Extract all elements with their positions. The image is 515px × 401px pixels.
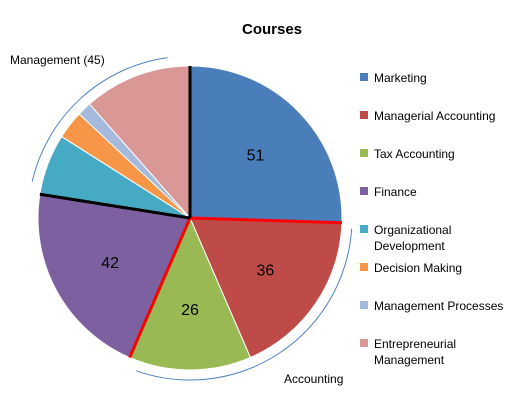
management-divider-start: [39, 192, 191, 220]
pie-slice-managerial-accounting: [189, 217, 343, 359]
pie-slice-finance: [37, 193, 191, 359]
management-annotation: Management (45): [10, 53, 105, 67]
legend-label-organizational-development-line-2: Development: [374, 239, 445, 253]
legend-swatch-entrepreneurial-management: [360, 339, 368, 347]
legend-label-entrepreneurial-management-line-2: Management: [374, 353, 445, 367]
data-label-finance: 42: [101, 255, 119, 272]
group-annotations: Management (45) Accounting: [10, 53, 353, 386]
legend-label-managerial-accounting: Managerial Accounting: [374, 109, 495, 123]
accounting-bracket: [136, 228, 353, 381]
legend-label-organizational-development-line-1: Organizational: [374, 223, 451, 237]
legend-label-marketing: Marketing: [374, 71, 427, 85]
legend-label-tax-accounting: Tax Accounting: [374, 147, 455, 161]
legend-swatch-managerial-accounting: [360, 111, 368, 119]
legend-label-decision-making: Decision Making: [374, 261, 462, 275]
data-label-marketing: 51: [247, 148, 265, 165]
accounting-divider-end: [128, 217, 192, 359]
legend-label-finance: Finance: [374, 185, 417, 199]
legend-swatch-organizational-development: [360, 225, 368, 233]
pie-slices: [37, 65, 343, 371]
legend-label-management-processes: Management Processes: [374, 299, 503, 313]
management-bracket: [31, 57, 168, 182]
pie-slice-entrepreneurial-management: [88, 65, 191, 220]
legend: Marketing Managerial Accounting Tax Accoun…: [360, 71, 503, 367]
slice-labels: 51 36 26 42: [101, 148, 274, 320]
data-label-managerial-accounting: 36: [257, 262, 275, 279]
legend-swatch-decision-making: [360, 263, 368, 271]
legend-swatch-marketing: [360, 73, 368, 81]
legend-swatch-tax-accounting: [360, 149, 368, 157]
group-dividers: [39, 66, 342, 359]
accounting-annotation: Accounting: [284, 372, 343, 386]
legend-swatch-management-processes: [360, 301, 368, 309]
chart-title: Courses: [242, 21, 302, 38]
data-label-tax-accounting: 26: [181, 302, 199, 319]
accounting-divider-start: [189, 216, 342, 225]
pie-slice-marketing: [189, 65, 343, 224]
legend-label-entrepreneurial-management-line-1: Entrepreneurial: [374, 337, 456, 351]
legend-swatch-finance: [360, 187, 368, 195]
pie-slice-tax-accounting: [128, 216, 252, 371]
